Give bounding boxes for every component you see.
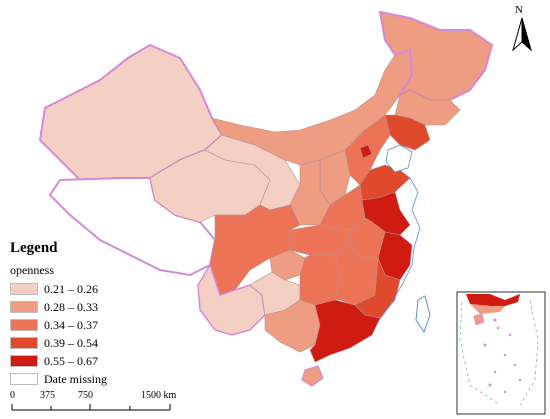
scale-label: 750 xyxy=(78,390,93,401)
region-yunnan xyxy=(197,263,266,336)
region-hubei xyxy=(289,224,351,256)
scale-label: 0 xyxy=(10,390,15,401)
legend-swatch xyxy=(10,319,38,331)
legend-label: 0.39 – 0.54 xyxy=(44,335,98,350)
inset-hainan xyxy=(473,313,485,326)
legend-item: Date missing xyxy=(10,372,107,386)
legend-subtitle: openness xyxy=(10,263,54,277)
legend-label: Date missing xyxy=(44,371,107,386)
region-guangdong xyxy=(309,299,381,363)
bohai-sea xyxy=(385,144,413,173)
legend-label: 0.21 – 0.26 xyxy=(44,281,98,296)
legend-item: 0.28 – 0.33 xyxy=(10,300,98,314)
region-hainan xyxy=(301,365,324,387)
legend-swatch xyxy=(10,301,38,313)
legend-label: 0.55 – 0.67 xyxy=(44,353,98,368)
scale-bar xyxy=(11,404,171,411)
legend-swatch xyxy=(10,373,38,385)
region-hunan xyxy=(299,254,341,306)
legend-item: 0.21 – 0.26 xyxy=(10,282,98,296)
legend-label: 0.34 – 0.37 xyxy=(44,317,98,332)
region-taiwan-missing xyxy=(415,295,431,334)
scale-label: 1500 km xyxy=(141,390,177,401)
scale-label: 375 xyxy=(40,390,55,401)
region-liaoning xyxy=(384,114,431,151)
inset-borderline xyxy=(459,299,539,406)
north-arrow-icon xyxy=(512,17,532,52)
legend-item: 0.34 – 0.37 xyxy=(10,318,98,332)
legend-item: 0.55 – 0.67 xyxy=(10,354,98,368)
legend-label: 0.28 – 0.33 xyxy=(44,299,98,314)
legend-swatch xyxy=(10,283,38,295)
inset-guangdong xyxy=(466,294,520,306)
inset-mainland xyxy=(470,304,505,314)
legend-swatch xyxy=(10,337,38,349)
region-beijing xyxy=(359,144,373,159)
north-arrow-letter: N xyxy=(515,4,523,16)
inset-islands xyxy=(483,318,522,394)
coastline xyxy=(377,177,421,323)
legend-swatch xyxy=(10,355,38,367)
legend-item: 0.39 – 0.54 xyxy=(10,336,98,350)
south-china-sea-inset xyxy=(456,291,546,415)
legend-title: Legend xyxy=(10,240,58,256)
